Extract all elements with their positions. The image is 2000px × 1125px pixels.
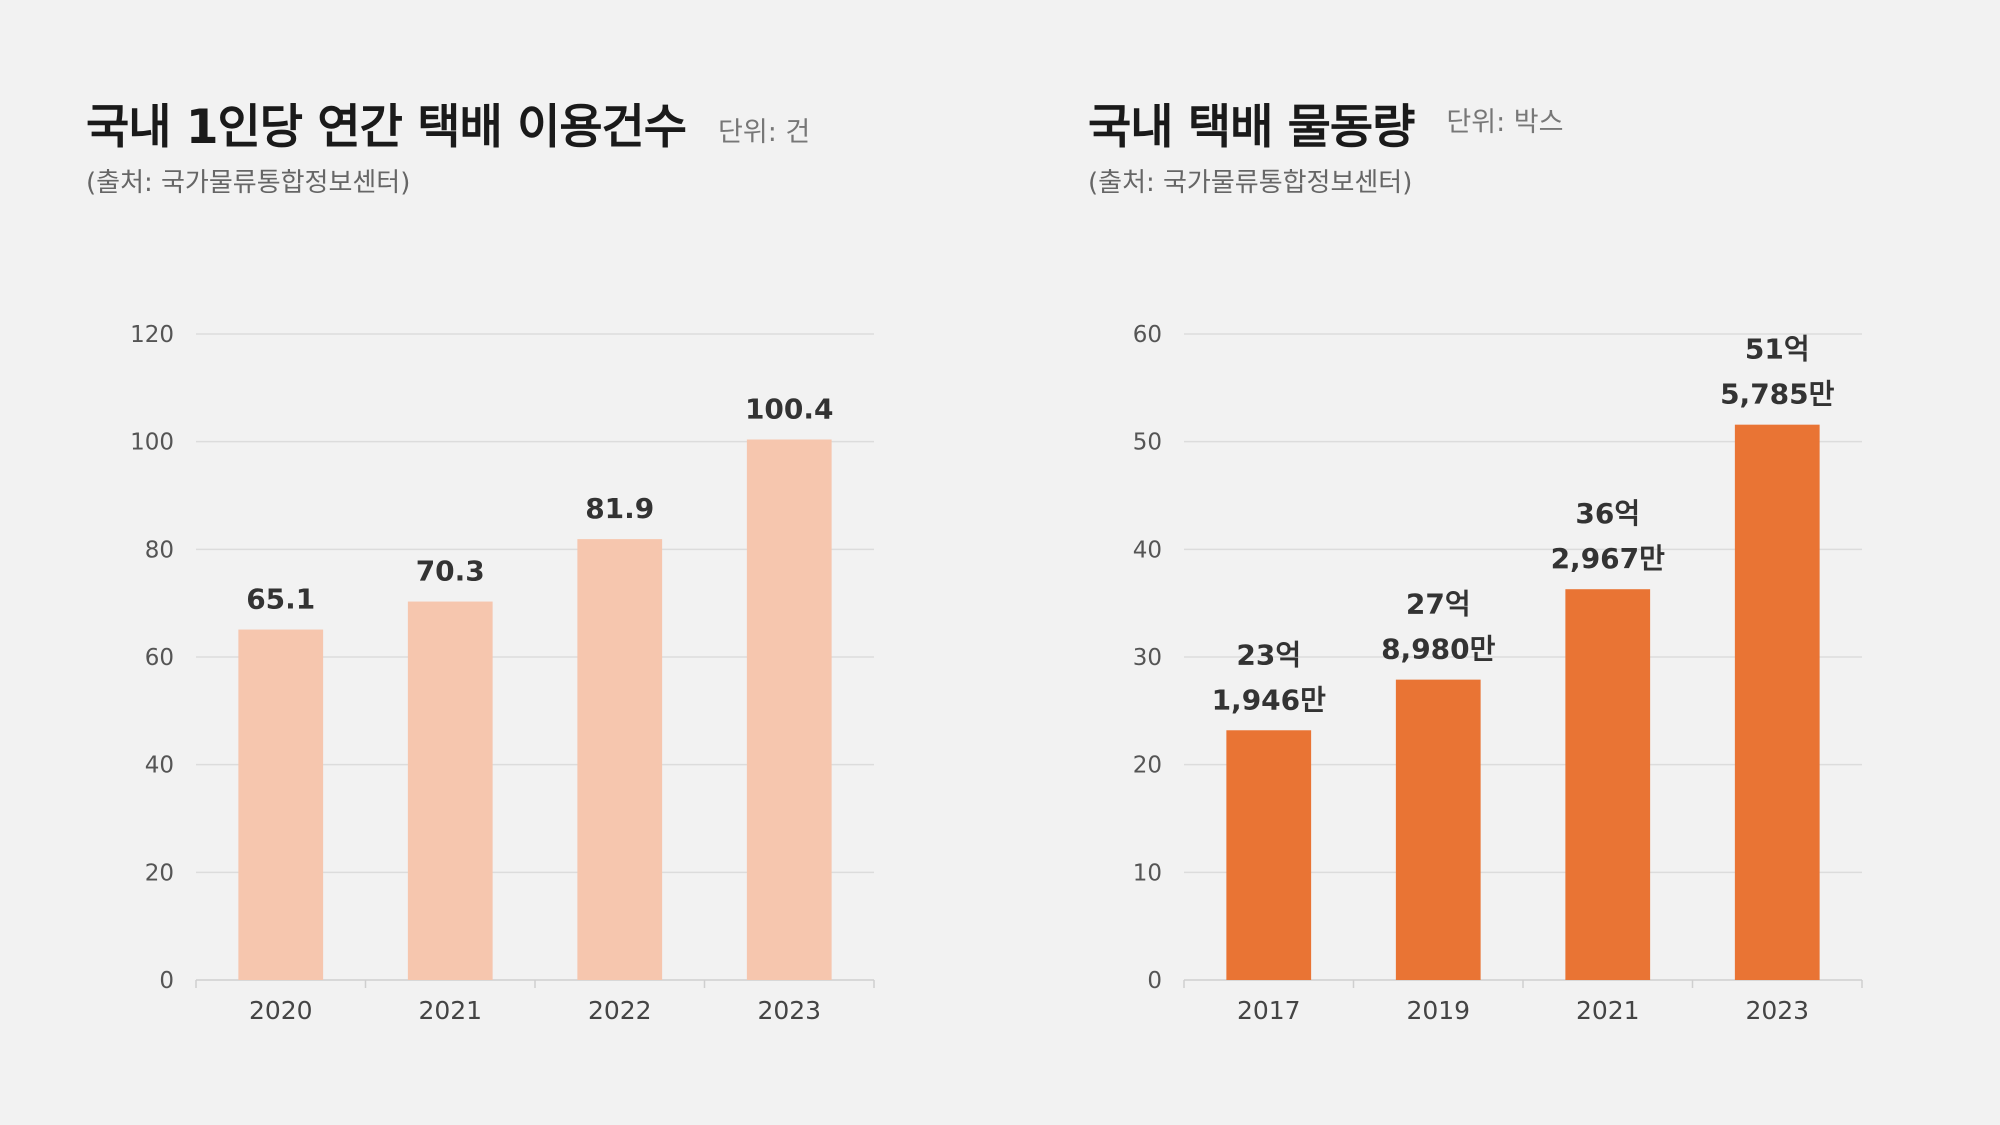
y-tick-label: 0	[1147, 968, 1162, 994]
x-tick-label: 2023	[757, 996, 821, 1025]
y-tick-label: 0	[159, 968, 174, 994]
y-tick-label: 120	[130, 322, 174, 348]
y-tick-label: 40	[145, 753, 174, 779]
source-label: (출처: 국가물류통합정보센터)	[86, 168, 411, 198]
x-tick-label: 2017	[1237, 996, 1301, 1025]
chart-title: 국내 1인당 연간 택배 이용건수	[86, 100, 687, 155]
bar	[1226, 730, 1312, 980]
data-label: 70.3	[416, 555, 485, 588]
y-tick-label: 60	[145, 645, 174, 671]
title-row: 국내 택배 물동량 단위: 박스	[1088, 88, 1563, 157]
y-tick-label: 40	[1133, 537, 1162, 563]
data-label: 51억	[1745, 333, 1810, 366]
bar-chart: 0 10 20 30 40 50 60 2017 23억 1,946만 2019 27억 8,980만 2…	[1133, 322, 1863, 1025]
data-label: 8,980만	[1381, 633, 1496, 666]
chart-panel-right: 국내 택배 물동량 단위: 박스 (출처: 국가물류통합정보센터) 0 10 20 3…	[1000, 0, 2000, 1125]
bar	[746, 439, 832, 981]
title-row: 국내 1인당 연간 택배 이용건수 단위: 건	[86, 88, 810, 157]
y-tick-label: 50	[1133, 430, 1162, 456]
chart-title: 국내 택배 물동량	[1088, 100, 1415, 155]
x-tick-label: 2022	[588, 996, 652, 1025]
y-tick-label: 30	[1133, 645, 1162, 671]
data-label: 27억	[1406, 588, 1471, 621]
data-label: 1,946만	[1212, 683, 1327, 716]
chart-panel-left: 국내 1인당 연간 택배 이용건수 단위: 건 (출처: 국가물류통합정보센터)…	[86, 88, 875, 1025]
data-label: 36억	[1575, 497, 1640, 530]
bar	[1395, 679, 1481, 980]
bar	[577, 539, 663, 980]
source-label: (출처: 국가물류통합정보센터)	[1088, 168, 1413, 198]
y-tick-label: 20	[1133, 753, 1162, 779]
y-tick-label: 100	[130, 430, 174, 456]
bar	[1565, 589, 1651, 980]
y-tick-label: 10	[1133, 860, 1162, 886]
x-tick-label: 2023	[1745, 996, 1809, 1025]
unit-label: 단위: 박스	[1446, 107, 1564, 138]
unit-label: 단위: 건	[718, 117, 811, 148]
y-tick-label: 80	[145, 537, 174, 563]
data-label: 2,967만	[1551, 542, 1666, 575]
y-tick-label: 60	[1133, 322, 1162, 348]
data-label: 81.9	[585, 492, 654, 525]
data-label: 65.1	[246, 583, 315, 616]
data-label: 23억	[1236, 638, 1301, 671]
x-tick-label: 2021	[1576, 996, 1640, 1025]
bar	[1734, 424, 1820, 980]
data-label: 5,785만	[1720, 378, 1835, 411]
bar-chart: 0 20 40 60 80 100 120 2020 65.1 2021 70.3 2022 81.9 2…	[130, 322, 875, 1025]
data-label: 100.4	[745, 393, 834, 426]
bar	[407, 601, 493, 980]
x-tick-label: 2021	[418, 996, 482, 1025]
bar	[238, 629, 324, 980]
x-tick-label: 2020	[249, 996, 313, 1025]
x-tick-label: 2019	[1406, 996, 1470, 1025]
y-tick-label: 20	[145, 860, 174, 886]
